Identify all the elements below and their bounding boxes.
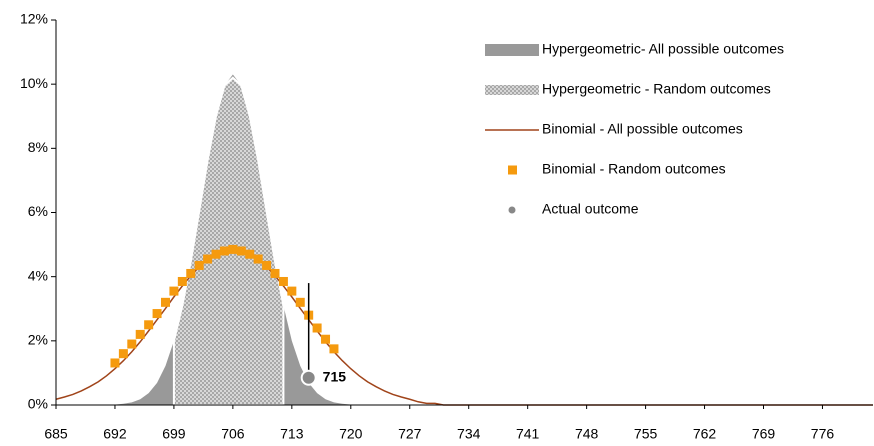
marker [177, 276, 187, 286]
y-tick-label: 6% [28, 203, 48, 219]
y-tick-label: 0% [28, 396, 48, 412]
marker [211, 249, 221, 259]
y-tick-label: 12% [20, 11, 48, 27]
legend-label: Binomial - Random outcomes [542, 161, 726, 177]
y-tick-label: 10% [20, 75, 48, 91]
marker [219, 246, 229, 256]
y-tick-label: 2% [28, 332, 48, 348]
marker [160, 297, 170, 307]
legend: Hypergeometric- All possible outcomes Hyp… [485, 41, 784, 217]
y-tick-label: 8% [28, 139, 48, 155]
marker [169, 286, 179, 296]
x-tick-label: 762 [693, 426, 717, 441]
x-tick-label: 713 [280, 426, 304, 441]
x-tick-label: 769 [752, 426, 776, 441]
x-tick-label: 685 [44, 426, 68, 441]
x-tick-label: 727 [398, 426, 422, 441]
x-tick-label: 720 [339, 426, 363, 441]
marker [321, 334, 331, 344]
marker [152, 309, 162, 319]
marker [329, 344, 339, 354]
x-tick-label: 692 [103, 426, 127, 441]
y-tick-label: 4% [28, 267, 48, 283]
marker [295, 297, 305, 307]
axes: 0% 2% 4% 6% 8% 10% 12% 685 692 699 706 713 720 727 734… [20, 11, 873, 442]
legend-label: Actual outcome [542, 201, 639, 217]
x-tick-label: 776 [811, 426, 835, 441]
x-tick-label: 755 [634, 426, 658, 441]
x-tick-label: 741 [516, 426, 540, 441]
marker [312, 323, 322, 333]
marker [253, 254, 263, 264]
marker [228, 244, 238, 254]
legend-label: Hypergeometric - Random outcomes [542, 81, 771, 97]
actual-point [300, 369, 317, 386]
legend-swatch [508, 165, 517, 175]
marker [203, 254, 213, 264]
marker [236, 246, 246, 256]
marker [287, 286, 297, 296]
marker [110, 358, 120, 368]
x-tick-label: 699 [162, 426, 186, 441]
marker [278, 276, 288, 286]
legend-label: Hypergeometric- All possible outcomes [542, 41, 784, 57]
marker [118, 349, 128, 359]
marker [262, 260, 272, 270]
pattern-area [172, 76, 285, 406]
data-label: 715 [323, 368, 347, 384]
plot-area: 715 [55, 74, 873, 406]
marker [186, 268, 196, 278]
marker [144, 320, 154, 330]
legend-label: Binomial - All possible outcomes [542, 121, 743, 137]
marker [135, 329, 145, 339]
x-tick-label: 706 [221, 426, 245, 441]
marker [245, 249, 255, 259]
marker [194, 260, 204, 270]
marker [270, 268, 280, 278]
legend-swatch [508, 206, 516, 214]
x-tick-label: 748 [575, 426, 599, 441]
legend-swatch [485, 44, 539, 56]
x-tick-label: 734 [457, 426, 481, 441]
marker [127, 339, 137, 349]
legend-swatch [485, 85, 539, 95]
